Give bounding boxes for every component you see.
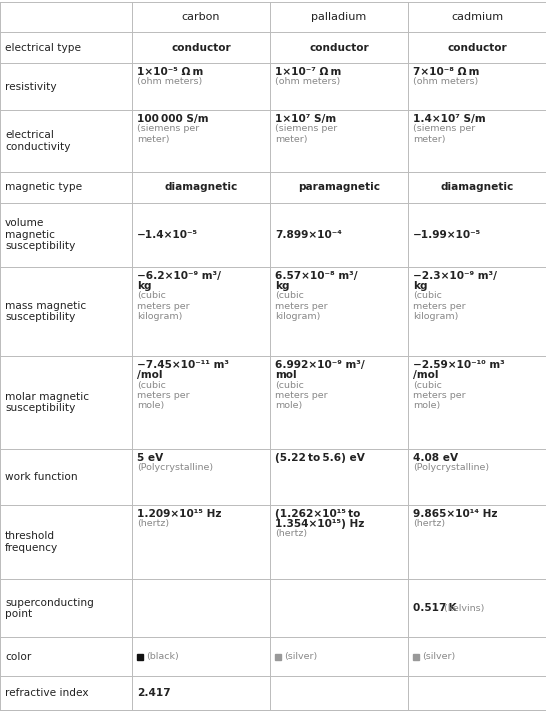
Text: −2.3×10⁻⁹ m³/: −2.3×10⁻⁹ m³/: [413, 271, 497, 281]
Text: 1×10⁻⁵ Ω m: 1×10⁻⁵ Ω m: [137, 68, 203, 78]
Text: 0.517 K: 0.517 K: [413, 603, 456, 613]
Text: (siemens per
meter): (siemens per meter): [137, 124, 199, 144]
Text: −1.99×10⁻⁵: −1.99×10⁻⁵: [413, 230, 481, 240]
Bar: [275, 654, 281, 660]
Text: refractive index: refractive index: [5, 689, 88, 698]
Text: carbon: carbon: [182, 12, 220, 22]
Text: diamagnetic: diamagnetic: [441, 182, 514, 192]
Text: electrical type: electrical type: [5, 43, 81, 53]
Text: (hertz): (hertz): [137, 519, 169, 528]
Text: (cubic
meters per
kilogram): (cubic meters per kilogram): [413, 291, 466, 321]
Text: (kelvins): (kelvins): [441, 604, 484, 613]
Text: superconducting
point: superconducting point: [5, 597, 94, 619]
Text: 1×10⁻⁷ Ω m: 1×10⁻⁷ Ω m: [275, 68, 341, 78]
Text: mol: mol: [275, 370, 296, 380]
Text: (cubic
meters per
kilogram): (cubic meters per kilogram): [137, 291, 189, 321]
Text: 1.4×10⁷ S/m: 1.4×10⁷ S/m: [413, 115, 485, 125]
Text: 1.209×10¹⁵ Hz: 1.209×10¹⁵ Hz: [137, 508, 222, 518]
Text: (silver): (silver): [422, 652, 455, 661]
Text: (cubic
meters per
mole): (cubic meters per mole): [413, 380, 466, 410]
Text: kg: kg: [413, 281, 428, 291]
Text: magnetic type: magnetic type: [5, 182, 82, 192]
Text: (ohm meters): (ohm meters): [137, 78, 202, 86]
Text: resistivity: resistivity: [5, 82, 57, 92]
Text: (siemens per
meter): (siemens per meter): [275, 124, 337, 144]
Text: 100 000 S/m: 100 000 S/m: [137, 115, 209, 125]
Text: (5.22 to 5.6) eV: (5.22 to 5.6) eV: [275, 453, 365, 463]
Text: volume
magnetic
susceptibility: volume magnetic susceptibility: [5, 219, 75, 251]
Text: (Polycrystalline): (Polycrystalline): [137, 463, 213, 471]
Text: 5 eV: 5 eV: [137, 453, 163, 463]
Text: (cubic
meters per
mole): (cubic meters per mole): [137, 380, 189, 410]
Text: −7.45×10⁻¹¹ m³: −7.45×10⁻¹¹ m³: [137, 360, 229, 370]
Text: 4.08 eV: 4.08 eV: [413, 453, 458, 463]
Text: 7.899×10⁻⁴: 7.899×10⁻⁴: [275, 230, 342, 240]
Text: kg: kg: [137, 281, 151, 291]
Text: (Polycrystalline): (Polycrystalline): [413, 463, 489, 471]
Text: palladium: palladium: [311, 12, 366, 22]
Text: 1.354×10¹⁵) Hz: 1.354×10¹⁵) Hz: [275, 519, 364, 529]
Text: (cubic
meters per
mole): (cubic meters per mole): [275, 380, 328, 410]
Text: work function: work function: [5, 471, 78, 481]
Text: (1.262×10¹⁵ to: (1.262×10¹⁵ to: [275, 508, 360, 518]
Text: conductor: conductor: [309, 43, 369, 53]
Text: 7×10⁻⁸ Ω m: 7×10⁻⁸ Ω m: [413, 68, 479, 78]
Text: conductor: conductor: [171, 43, 231, 53]
Bar: [413, 654, 419, 660]
Bar: [137, 654, 143, 660]
Text: conductor: conductor: [447, 43, 507, 53]
Text: kg: kg: [275, 281, 289, 291]
Text: 6.57×10⁻⁸ m³/: 6.57×10⁻⁸ m³/: [275, 271, 358, 281]
Text: electrical
conductivity: electrical conductivity: [5, 130, 70, 152]
Text: (hertz): (hertz): [275, 529, 307, 538]
Text: diamagnetic: diamagnetic: [164, 182, 238, 192]
Text: −6.2×10⁻⁹ m³/: −6.2×10⁻⁹ m³/: [137, 271, 221, 281]
Text: (black): (black): [146, 652, 179, 661]
Text: (ohm meters): (ohm meters): [413, 78, 478, 86]
Text: −1.4×10⁻⁵: −1.4×10⁻⁵: [137, 230, 198, 240]
Text: 1×10⁷ S/m: 1×10⁷ S/m: [275, 115, 336, 125]
Text: /mol: /mol: [413, 370, 438, 380]
Text: (ohm meters): (ohm meters): [275, 78, 340, 86]
Text: (siemens per
meter): (siemens per meter): [413, 124, 475, 144]
Text: 2.417: 2.417: [137, 689, 170, 698]
Text: molar magnetic
susceptibility: molar magnetic susceptibility: [5, 392, 89, 413]
Text: cadmium: cadmium: [451, 12, 503, 22]
Text: 9.865×10¹⁴ Hz: 9.865×10¹⁴ Hz: [413, 508, 497, 518]
Text: threshold
frequency: threshold frequency: [5, 531, 58, 553]
Text: (hertz): (hertz): [413, 519, 445, 528]
Text: paramagnetic: paramagnetic: [298, 182, 380, 192]
Text: −2.59×10⁻¹⁰ m³: −2.59×10⁻¹⁰ m³: [413, 360, 505, 370]
Text: mass magnetic
susceptibility: mass magnetic susceptibility: [5, 300, 86, 322]
Text: /mol: /mol: [137, 370, 163, 380]
Text: (cubic
meters per
kilogram): (cubic meters per kilogram): [275, 291, 328, 321]
Text: (silver): (silver): [284, 652, 317, 661]
Text: color: color: [5, 652, 31, 662]
Text: 6.992×10⁻⁹ m³/: 6.992×10⁻⁹ m³/: [275, 360, 365, 370]
